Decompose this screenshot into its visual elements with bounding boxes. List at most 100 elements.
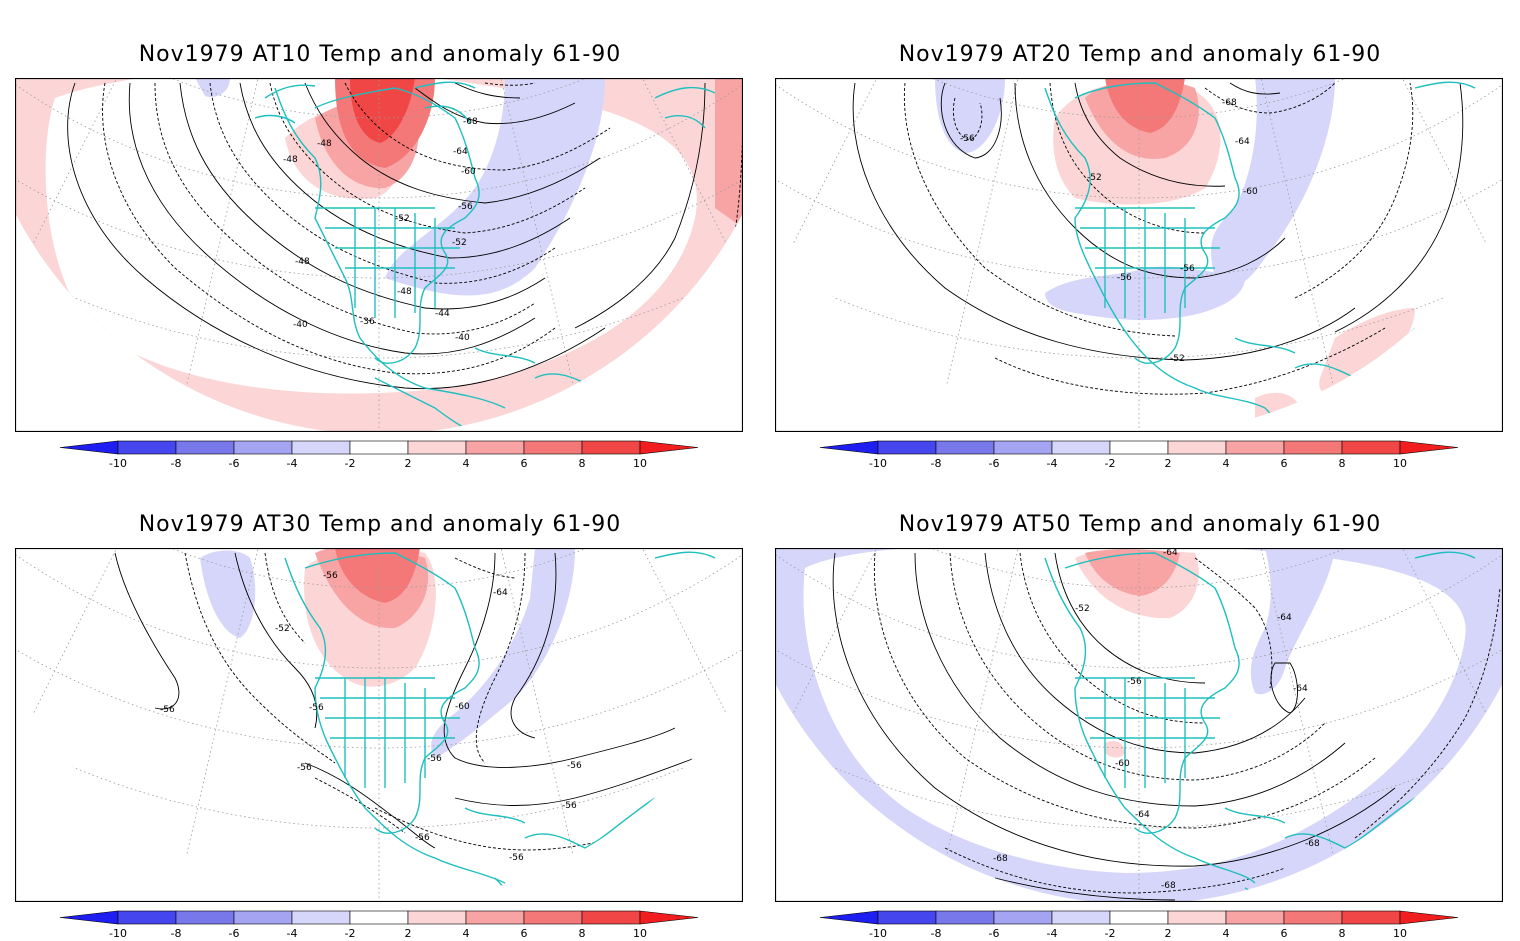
colorbar-arrow-right bbox=[639, 910, 699, 925]
colorbar-box bbox=[877, 440, 937, 455]
colorbar-tick-label: 8 bbox=[579, 927, 586, 940]
contour-label: -52 bbox=[1075, 604, 1090, 614]
contour-label: -64 bbox=[1277, 613, 1292, 623]
colorbar-tick-label: 4 bbox=[1223, 457, 1230, 470]
colorbar-box bbox=[117, 910, 177, 925]
contour-label: -56 bbox=[567, 761, 582, 771]
map-panel-at20: Nov1979 AT20 Temp and anomaly 61-90 bbox=[760, 0, 1520, 470]
colorbar-tick-label: -2 bbox=[1105, 927, 1116, 940]
contour-label: -64 bbox=[1135, 810, 1150, 820]
colorbar-box bbox=[407, 910, 467, 925]
contour-label: -56 bbox=[1117, 273, 1132, 283]
colorbar-box bbox=[1341, 910, 1401, 925]
contour-label: -56 bbox=[562, 801, 577, 811]
colorbar-tick-label: -4 bbox=[287, 927, 298, 940]
colorbar-tick-label: -8 bbox=[931, 457, 942, 470]
colorbar-box bbox=[523, 910, 583, 925]
colorbar-arrow-left bbox=[819, 440, 879, 455]
contour-label: -64 bbox=[493, 588, 508, 598]
colorbar-box bbox=[465, 910, 525, 925]
contour-label: -68 bbox=[1222, 98, 1237, 108]
colorbar-tick-label: -2 bbox=[345, 457, 356, 470]
colorbar-box bbox=[877, 910, 937, 925]
colorbar: -10 -8 -6 -4 -2 2 4 6 8 10 bbox=[59, 440, 699, 470]
contour-label: -48 bbox=[317, 139, 332, 149]
anomaly-neg-2 bbox=[200, 550, 256, 638]
colorbar-tick-label: -10 bbox=[869, 927, 887, 940]
colorbar-tick-label: -2 bbox=[1105, 457, 1116, 470]
colorbar-tick-label: 2 bbox=[405, 927, 412, 940]
contour-label: -60 bbox=[461, 167, 476, 177]
colorbar-box bbox=[117, 440, 177, 455]
colorbar-tick-label: -6 bbox=[989, 927, 1000, 940]
contour-label: -56 bbox=[323, 571, 338, 581]
map-plot: -56 -64 -52 -56 -56 -60 -56 -56 -56 -56 … bbox=[15, 548, 743, 902]
contour-label: -40 bbox=[455, 333, 470, 343]
anomaly-neg-2 bbox=[935, 78, 1005, 153]
contour-labels: -64 -52 -64 -56 -64 -60 -64 -68 -68 -68 bbox=[993, 548, 1320, 891]
colorbar-box bbox=[581, 440, 641, 455]
anomaly-neg-2 bbox=[431, 548, 575, 758]
graticule bbox=[15, 78, 743, 432]
colorbar-tick-label: -8 bbox=[171, 927, 182, 940]
contour-label: -64 bbox=[1163, 548, 1178, 558]
colorbar-arrow-left bbox=[59, 910, 119, 925]
map-frame bbox=[775, 548, 1503, 902]
contour-label: -56 bbox=[160, 705, 175, 715]
contour-label: -56 bbox=[509, 853, 524, 863]
colorbar-tick-label: 10 bbox=[1393, 927, 1407, 940]
contour-label: -48 bbox=[295, 257, 310, 267]
anomaly-pos-6 bbox=[335, 548, 420, 603]
contour-label: -64 bbox=[1293, 684, 1308, 694]
anomaly-shading bbox=[775, 548, 1503, 902]
colorbar-box bbox=[465, 440, 525, 455]
contour-label: -60 bbox=[1115, 759, 1130, 769]
colorbar-box bbox=[1051, 910, 1111, 925]
colorbar-arrow-right bbox=[1399, 910, 1459, 925]
colorbar: -10 -8 -6 -4 -2 2 4 6 8 10 bbox=[819, 910, 1459, 940]
colorbar-tick-label: 2 bbox=[405, 457, 412, 470]
colorbar-box bbox=[1283, 440, 1343, 455]
panel-title: Nov1979 AT10 Temp and anomaly 61-90 bbox=[138, 42, 622, 67]
colorbar-arrow-left bbox=[59, 440, 119, 455]
colorbar-tick-label: 8 bbox=[1339, 927, 1346, 940]
colorbar-arrow-right bbox=[639, 440, 699, 455]
map-panel-at30: Nov1979 AT30 Temp and anomaly 61-90 bbox=[0, 470, 760, 940]
anomaly-pos-4 bbox=[1085, 549, 1180, 596]
colorbar: -10 -8 -6 -4 -2 2 4 6 8 10 bbox=[819, 440, 1459, 470]
colorbar-tick-label: -10 bbox=[109, 927, 127, 940]
colorbar-tick-label: -8 bbox=[171, 457, 182, 470]
colorbar-tick-label: -10 bbox=[109, 457, 127, 470]
anomaly-neg-2 bbox=[1211, 78, 1335, 289]
temperature-contours bbox=[832, 552, 1501, 901]
colorbar-box bbox=[1167, 440, 1227, 455]
contour-label: -56 bbox=[297, 763, 312, 773]
contour-label: -68 bbox=[993, 854, 1008, 864]
anomaly-neg-2 bbox=[195, 78, 230, 98]
contour-label: -60 bbox=[1243, 187, 1258, 197]
colorbar-box bbox=[233, 910, 293, 925]
colorbar-tick-label: -2 bbox=[345, 927, 356, 940]
colorbar-tick-label: 10 bbox=[633, 927, 647, 940]
contour-label: -56 bbox=[309, 703, 324, 713]
anomaly-pos-4 bbox=[715, 78, 743, 228]
colorbar-box bbox=[1109, 910, 1169, 925]
anomaly-pos-6 bbox=[1105, 78, 1185, 133]
colorbar-box bbox=[1341, 440, 1401, 455]
colorbar-tick-label: 2 bbox=[1165, 927, 1172, 940]
colorbar-arrow-left bbox=[819, 910, 879, 925]
map-frame bbox=[15, 78, 743, 432]
colorbar-tick-label: 8 bbox=[1339, 457, 1346, 470]
map-plot: -68 -64 -56 -52 -60 -56 -56 -52 bbox=[775, 78, 1503, 432]
colorbar-tick-label: -8 bbox=[931, 927, 942, 940]
contour-labels: -68 -64 -56 -52 -60 -56 -56 -52 bbox=[960, 98, 1258, 364]
colorbar-box bbox=[175, 910, 235, 925]
colorbar-tick-label: 4 bbox=[463, 927, 470, 940]
contour-label: -52 bbox=[275, 624, 290, 634]
map-plot: -48 -68 -64 -60 -56 -52 -52 -48 -48 -48 … bbox=[15, 78, 743, 432]
coastlines bbox=[284, 551, 716, 902]
contour-labels: -48 -68 -64 -60 -56 -52 -52 -48 -48 -48 … bbox=[283, 117, 478, 343]
contour-label: -44 bbox=[435, 309, 450, 319]
panel-title: Nov1979 AT50 Temp and anomaly 61-90 bbox=[898, 512, 1382, 537]
colorbar-box bbox=[291, 910, 351, 925]
